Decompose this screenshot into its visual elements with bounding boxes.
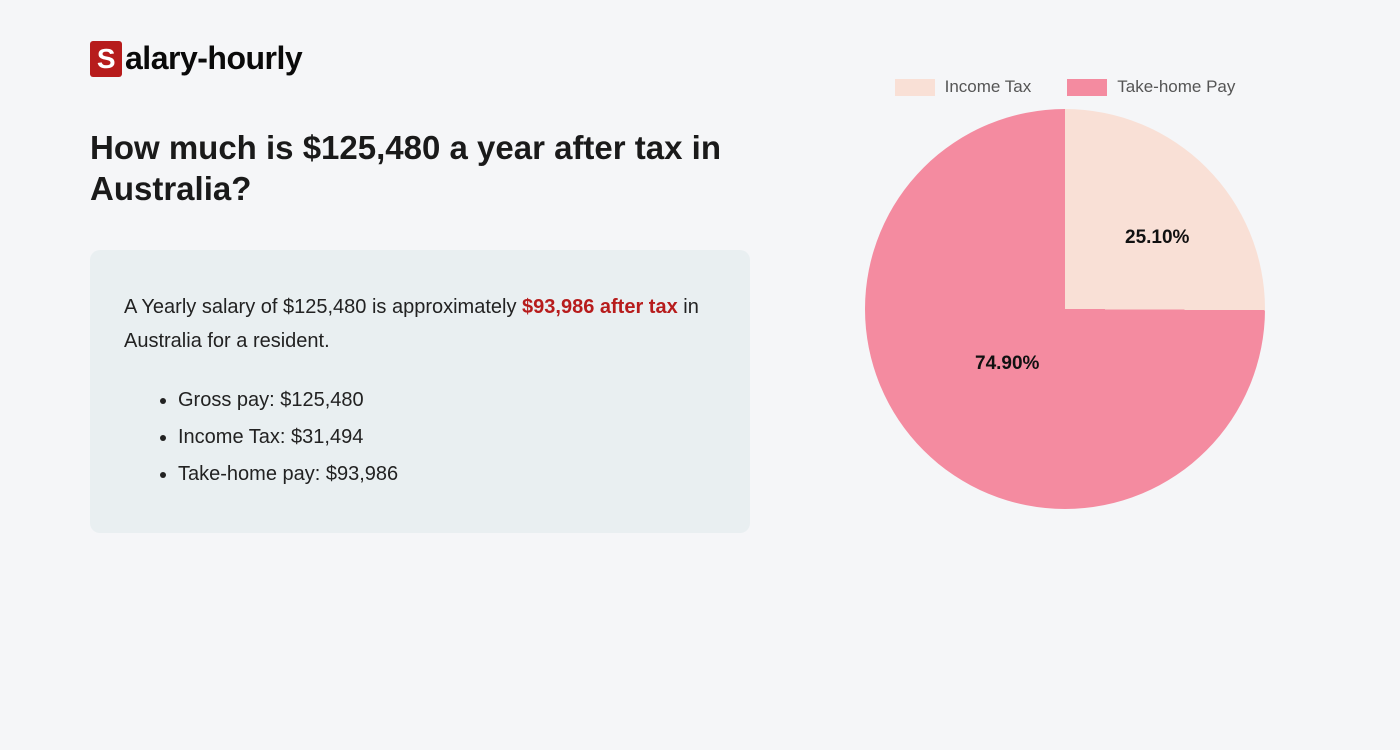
- pie-slice-label-income-tax: 25.10%: [1125, 227, 1189, 249]
- pie-slice-label-take-home: 74.90%: [975, 353, 1039, 375]
- right-column: Income Tax Take-home Pay 25.10% 74.90%: [820, 127, 1310, 533]
- site-logo: Salary-hourly: [90, 40, 1310, 77]
- list-item: Take-home pay: $93,986: [178, 456, 716, 493]
- main-content: How much is $125,480 a year after tax in…: [90, 127, 1310, 533]
- left-column: How much is $125,480 a year after tax in…: [90, 127, 750, 533]
- list-item: Gross pay: $125,480: [178, 382, 716, 419]
- page-title: How much is $125,480 a year after tax in…: [90, 127, 750, 210]
- logo-s-box: S: [90, 41, 122, 77]
- summary-intro: A Yearly salary of $125,480 is approxima…: [124, 290, 716, 358]
- summary-emph: $93,986 after tax: [522, 296, 678, 318]
- legend-item-take-home: Take-home Pay: [1067, 77, 1235, 97]
- legend-label: Take-home Pay: [1117, 77, 1235, 97]
- legend-label: Income Tax: [945, 77, 1032, 97]
- pie-circle: [865, 109, 1265, 509]
- summary-intro-before: A Yearly salary of $125,480 is approxima…: [124, 296, 522, 318]
- chart-legend: Income Tax Take-home Pay: [820, 77, 1310, 97]
- legend-swatch: [895, 79, 935, 96]
- logo-text: alary-hourly: [125, 40, 302, 77]
- list-item: Income Tax: $31,494: [178, 419, 716, 456]
- pie-chart: 25.10% 74.90%: [865, 109, 1265, 509]
- summary-box: A Yearly salary of $125,480 is approxima…: [90, 250, 750, 533]
- legend-swatch: [1067, 79, 1107, 96]
- legend-item-income-tax: Income Tax: [895, 77, 1032, 97]
- summary-bullets: Gross pay: $125,480 Income Tax: $31,494 …: [124, 382, 716, 493]
